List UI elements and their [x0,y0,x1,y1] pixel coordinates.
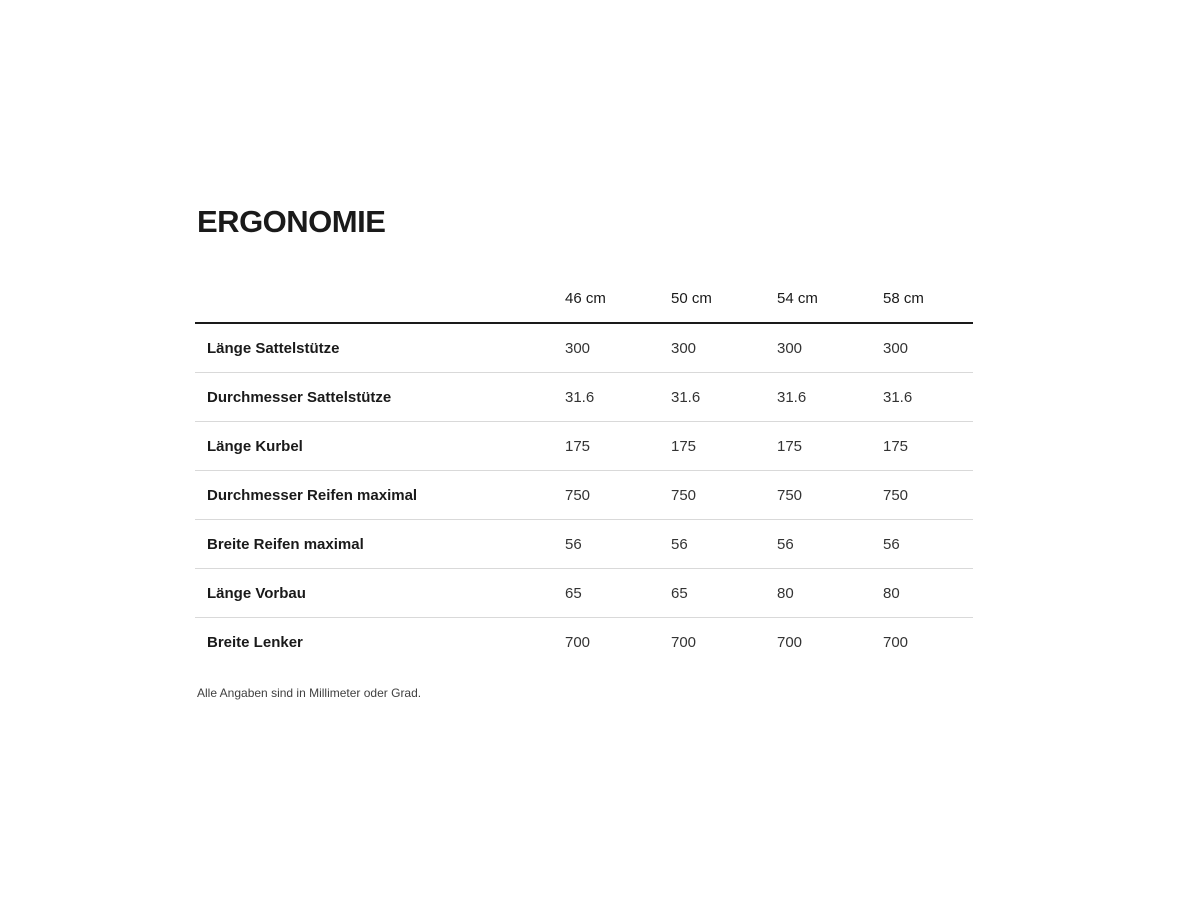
table-body: Länge Sattelstütze 300 300 300 300 Durch… [195,324,973,667]
ergonomics-table: 46 cm 50 cm 54 cm 58 cm Länge Sattelstüt… [195,275,973,667]
cell-value: 31.6 [565,388,595,406]
cell-value: 31.6 [883,388,913,406]
cell-value: 56 [565,535,582,553]
row-label: Durchmesser Sattelstütze [207,388,392,406]
ergonomics-section: ERGONOMIE 46 cm 50 cm 54 cm 58 cm Länge … [195,206,973,700]
column-header-size-50: 50 cm [671,290,712,307]
table-row: Länge Kurbel 175 175 175 175 [195,422,973,471]
table-row: Länge Vorbau 65 65 80 80 [195,569,973,618]
table-header-row: 46 cm 50 cm 54 cm 58 cm [195,275,973,324]
cell-value: 31.6 [671,388,701,406]
row-label: Durchmesser Reifen maximal [207,486,418,504]
row-label: Breite Reifen maximal [207,535,364,553]
cell-value: 31.6 [777,388,807,406]
cell-value: 750 [565,486,591,504]
cell-value: 56 [883,535,900,553]
table-row: Länge Sattelstütze 300 300 300 300 [195,324,973,373]
row-label: Länge Kurbel [207,437,303,455]
cell-value: 175 [671,437,697,455]
cell-value: 300 [565,339,591,357]
cell-value: 700 [671,634,697,651]
table-row: Durchmesser Reifen maximal 750 750 750 7… [195,471,973,520]
table-row: Breite Lenker 700 700 700 700 [195,618,973,667]
cell-value: 700 [565,634,591,651]
cell-value: 175 [777,437,803,455]
cell-value: 65 [565,584,582,602]
row-label: Breite Lenker [207,634,303,651]
cell-value: 80 [883,584,900,602]
column-header-size-46: 46 cm [565,290,606,307]
column-header-size-58: 58 cm [883,290,924,307]
cell-value: 700 [777,634,803,651]
cell-value: 175 [883,437,909,455]
table-row: Durchmesser Sattelstütze 31.6 31.6 31.6 … [195,373,973,422]
cell-value: 56 [671,535,688,553]
column-header-size-54: 54 cm [777,290,818,307]
cell-value: 700 [883,634,909,651]
section-title: ERGONOMIE [197,204,386,239]
table-row: Breite Reifen maximal 56 56 56 56 [195,520,973,569]
cell-value: 65 [671,584,688,602]
cell-value: 300 [671,339,697,357]
cell-value: 175 [565,437,591,455]
row-label: Länge Vorbau [207,584,306,602]
cell-value: 80 [777,584,794,602]
row-label: Länge Sattelstütze [207,339,340,357]
cell-value: 750 [883,486,909,504]
cell-value: 750 [777,486,803,504]
cell-value: 750 [671,486,697,504]
cell-value: 300 [883,339,909,357]
units-footnote: Alle Angaben sind in Millimeter oder Gra… [197,686,422,700]
cell-value: 56 [777,535,794,553]
cell-value: 300 [777,339,803,357]
